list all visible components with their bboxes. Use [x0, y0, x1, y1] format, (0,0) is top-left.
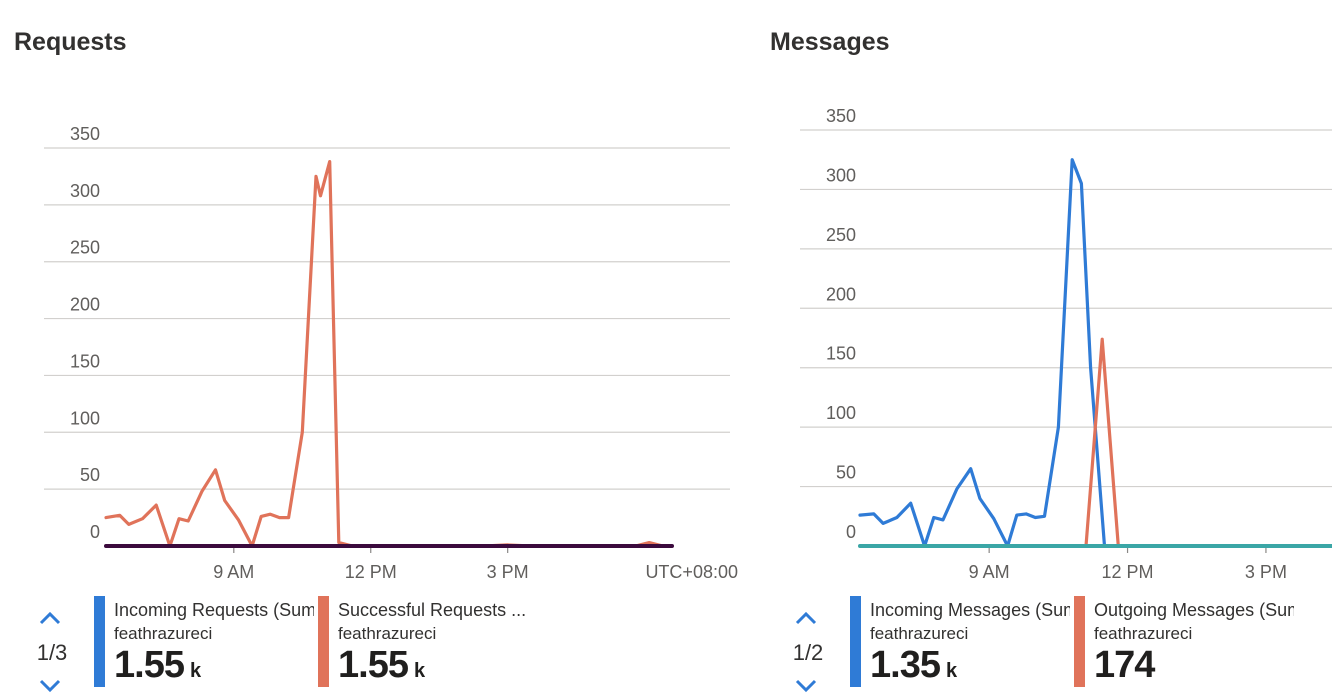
legend-metric-value: 174	[1094, 644, 1160, 687]
x-tick-label: 3 PM	[487, 562, 529, 582]
x-tick-label: 3 PM	[1245, 562, 1287, 582]
requests-chart[interactable]: 0 50 100 150 200 250 300 350 9 AM 12 PM 3 PM UTC+08…	[0, 0, 760, 600]
y-tick-label: 150	[70, 351, 100, 371]
legend-metric-value: 1.35 k	[870, 644, 957, 687]
y-tick-label: 250	[826, 225, 856, 245]
timezone-label: UTC+08:00	[645, 562, 738, 582]
series-line	[104, 160, 674, 548]
legend-value-unit: k	[945, 660, 958, 682]
y-tick-label: 300	[826, 165, 856, 185]
legend-page-indicator: 1/3	[36, 640, 68, 665]
chevron-down-icon[interactable]	[794, 678, 818, 694]
legend-item-outgoing-messages[interactable]: Outgoing Messages (Sum) feathrazureci 17…	[1074, 596, 1294, 688]
y-tick-label: 350	[70, 124, 100, 144]
requests-legend-pager: 1/3	[30, 610, 74, 696]
legend-page-indicator: 1/2	[792, 640, 824, 665]
legend-color-swatch	[318, 596, 329, 687]
x-tick-label: 9 AM	[969, 562, 1010, 582]
x-tick-label: 9 AM	[213, 562, 254, 582]
legend-item-successful-requests[interactable]: Successful Requests ... feathrazureci 1.…	[318, 596, 538, 688]
y-tick-label: 200	[70, 295, 100, 315]
legend-value-number: 1.35	[870, 644, 941, 686]
legend-resource-name: feathrazureci	[870, 624, 969, 643]
x-tick-label: 12 PM	[1102, 562, 1154, 582]
y-tick-label: 250	[70, 238, 100, 258]
legend-color-swatch	[850, 596, 861, 687]
legend-color-swatch	[94, 596, 105, 687]
legend-value-number: 174	[1094, 644, 1155, 686]
y-tick-label: 50	[836, 463, 856, 483]
chevron-up-icon[interactable]	[794, 610, 818, 626]
y-tick-label: 200	[826, 284, 856, 304]
y-tick-label: 100	[70, 408, 100, 428]
legend-value-unit: k	[189, 660, 202, 682]
legend-item-incoming-messages[interactable]: Incoming Messages (Sum) feathrazureci 1.…	[850, 596, 1070, 688]
x-tick-label: 12 PM	[345, 562, 397, 582]
y-tick-label: 0	[846, 522, 856, 542]
y-tick-label: 100	[826, 403, 856, 423]
series-line	[858, 158, 1130, 548]
messages-panel: Messages 0 50 100 150 200 250 300 350 9 AM 12 PM 3…	[760, 0, 1332, 700]
legend-metric-name: Incoming Messages (Sum)	[870, 600, 1070, 620]
y-tick-label: 350	[826, 106, 856, 126]
legend-value-number: 1.55	[114, 644, 185, 686]
y-tick-label: 50	[80, 465, 100, 485]
legend-resource-name: feathrazureci	[1094, 624, 1193, 643]
messages-title: Messages	[770, 28, 890, 56]
legend-value-number: 1.55	[338, 644, 409, 686]
legend-metric-value: 1.55 k	[114, 644, 201, 687]
legend-metric-name: Successful Requests ...	[338, 600, 527, 620]
chevron-up-icon[interactable]	[38, 610, 62, 626]
legend-metric-value: 1.55 k	[338, 644, 425, 687]
legend-metric-name: Outgoing Messages (Sum)	[1094, 600, 1294, 620]
requests-title: Requests	[14, 28, 127, 56]
y-tick-label: 150	[826, 344, 856, 364]
legend-resource-name: feathrazureci	[114, 624, 213, 643]
legend-metric-name: Incoming Requests (Sum)	[114, 600, 314, 620]
messages-legend-pager: 1/2	[786, 610, 830, 696]
legend-resource-name: feathrazureci	[338, 624, 437, 643]
legend-item-incoming-requests[interactable]: Incoming Requests (Sum) feathrazureci 1.…	[94, 596, 314, 688]
requests-panel: Requests 0 50 100 150 200 250 300 350 9 AM 12 PM 3…	[0, 0, 760, 696]
chevron-down-icon[interactable]	[38, 678, 62, 694]
legend-color-swatch	[1074, 596, 1085, 687]
legend-value-unit: k	[413, 660, 426, 682]
y-tick-label: 300	[70, 181, 100, 201]
y-tick-label: 0	[90, 522, 100, 542]
messages-chart[interactable]: 0 50 100 150 200 250 300 350 9 AM 12 PM 3 PM	[760, 0, 1332, 600]
